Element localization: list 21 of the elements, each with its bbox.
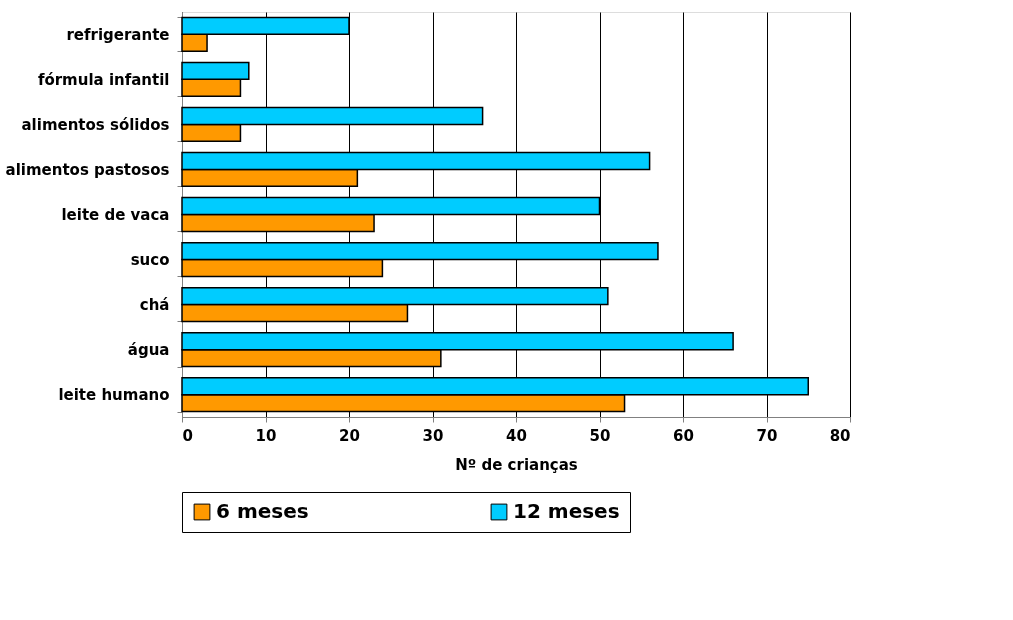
y-tick-label: leite humano xyxy=(58,386,170,405)
y-tick-label: fórmula infantil xyxy=(37,70,170,89)
x-tick-label: 40 xyxy=(506,426,527,445)
y-tick-label: chá xyxy=(139,296,170,315)
x-tick-label: 80 xyxy=(829,426,851,445)
y-tick-label: alimentos sólidos xyxy=(21,115,170,134)
x-tick-label: 60 xyxy=(673,426,694,445)
x-tick-label: 0 xyxy=(182,426,193,445)
x-axis-title: Nº de crianças xyxy=(455,455,578,474)
x-tick-label: 70 xyxy=(756,426,778,445)
y-tick-label: leite de vaca xyxy=(61,206,170,224)
y-tick-label: suco xyxy=(130,251,170,270)
y-tick-label: alimentos pastosos xyxy=(5,160,170,179)
y-tick-label: refrigerante xyxy=(66,25,170,44)
x-tick-label: 30 xyxy=(422,426,444,445)
legend-label: 6 meses xyxy=(216,499,309,523)
x-tick-label: 20 xyxy=(339,426,360,445)
legend-label: 12 meses xyxy=(513,499,620,523)
y-tick-label: água xyxy=(127,341,170,360)
x-tick-label: 10 xyxy=(255,426,277,445)
x-tick-label: 50 xyxy=(589,426,611,445)
